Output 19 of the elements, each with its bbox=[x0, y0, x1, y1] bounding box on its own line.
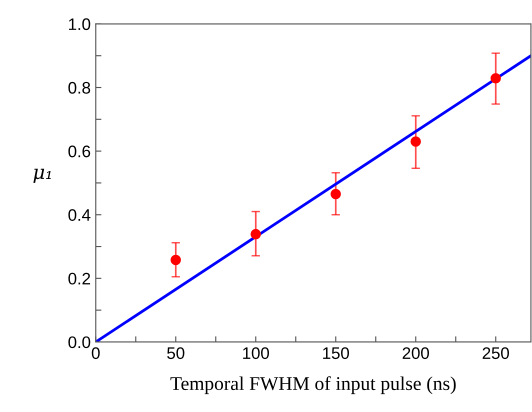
y-tick-label: 0.6 bbox=[68, 146, 90, 158]
x-tick-label: 200 bbox=[402, 347, 429, 360]
y-tick-label: 0.8 bbox=[68, 82, 90, 94]
point bbox=[250, 228, 261, 240]
y-tick-label: 0.4 bbox=[68, 209, 90, 221]
x-tick-label: 0 bbox=[92, 347, 100, 360]
x-tick-label: 100 bbox=[243, 347, 270, 360]
x-tick-label: 150 bbox=[323, 347, 349, 360]
x-tick-label: 250 bbox=[482, 347, 509, 360]
y-axis-title: μ₁ bbox=[33, 168, 51, 183]
point bbox=[170, 254, 181, 266]
point bbox=[330, 188, 341, 200]
point bbox=[490, 73, 501, 84]
point bbox=[410, 136, 421, 147]
x-axis-title: Temporal FWHM of input pulse (ns) bbox=[170, 376, 456, 394]
x-tick-label: 50 bbox=[167, 347, 184, 360]
y-tick-label: 0.2 bbox=[68, 272, 90, 285]
y-tick-label: 0.0 bbox=[68, 336, 90, 348]
y-tick-label: 1.0 bbox=[69, 18, 90, 30]
